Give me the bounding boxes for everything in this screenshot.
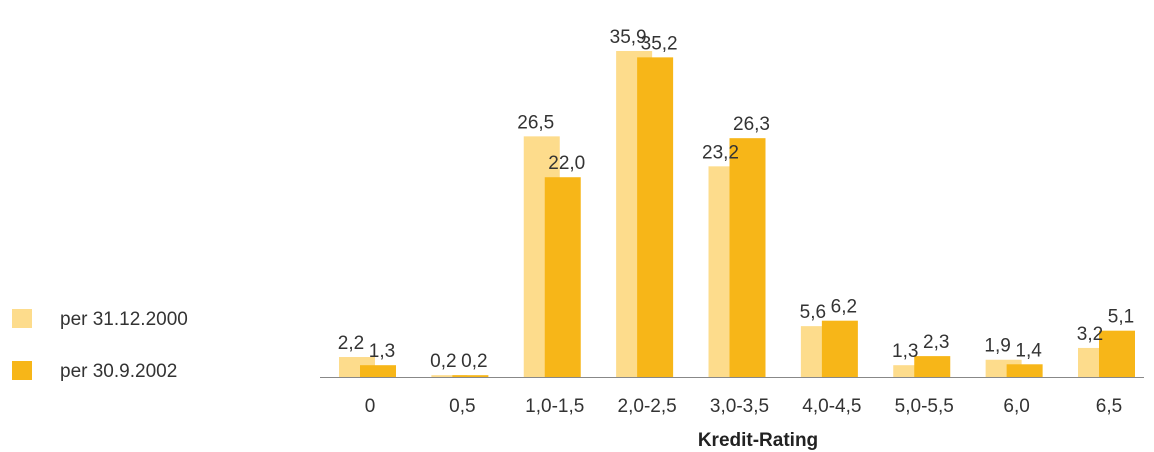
- x-tick-label-6: 5,0-5,5: [895, 396, 954, 417]
- bar-series1-1: [431, 375, 468, 377]
- legend-label-2: per 30.9.2002: [60, 361, 177, 382]
- x-axis-title: Kredit-Rating: [698, 430, 818, 451]
- value-label-series2-0: 1,3: [369, 341, 395, 362]
- value-label-series1-3: 35,9: [610, 27, 647, 48]
- x-tick-label-3: 2,0-2,5: [618, 396, 677, 417]
- legend: per 31.12.2000 per 30.9.2002: [12, 309, 188, 382]
- value-label-series1-2: 26,5: [517, 112, 554, 133]
- legend-label-1: per 31.12.2000: [60, 309, 188, 330]
- bar-series2-4: [729, 138, 766, 377]
- value-label-series1-7: 1,9: [984, 336, 1010, 357]
- bar-series2-6: [914, 356, 951, 377]
- value-label-series2-5: 6,2: [831, 297, 857, 318]
- value-label-series1-0: 2,2: [338, 333, 364, 354]
- bar-series2-8: [1099, 330, 1135, 377]
- value-labels-group: 2,2 1,3 0,2 0,226,522,035,935,223,226,35,6 6…: [338, 27, 1134, 372]
- bar-series2-2: [544, 177, 581, 377]
- value-label-series2-4: 26,3: [733, 114, 770, 135]
- value-label-series2-3: 35,2: [641, 33, 678, 54]
- bar-series2-3: [637, 57, 674, 378]
- value-label-series2-1: 0,2: [461, 351, 487, 372]
- bar-series2-7: [1006, 364, 1043, 377]
- x-tick-label-2: 1,0-1,5: [525, 396, 584, 417]
- value-label-series1-6: 1,3: [892, 341, 918, 362]
- legend-swatch-1: [12, 309, 32, 328]
- value-label-series2-7: 1,4: [1015, 340, 1042, 361]
- x-tick-label-0: 0: [365, 396, 376, 417]
- bars-group: [339, 51, 1135, 378]
- value-label-series1-1: 0,2: [430, 351, 456, 372]
- bar-series2-5: [821, 320, 858, 377]
- x-tick-label-4: 3,0-3,5: [710, 396, 769, 417]
- bar-series2-1: [452, 375, 489, 377]
- x-tick-label-1: 0,5: [449, 396, 475, 417]
- x-tick-label-7: 6,0: [1003, 396, 1029, 417]
- x-tick-label-5: 4,0-4,5: [802, 396, 861, 417]
- value-label-series2-6: 2,3: [923, 332, 949, 353]
- value-label-series1-8: 3,2: [1077, 324, 1103, 345]
- value-label-series1-4: 23,2: [702, 142, 739, 163]
- value-label-series2-8: 5,1: [1108, 307, 1134, 328]
- value-label-series1-5: 5,6: [800, 302, 826, 323]
- value-label-series2-2: 22,0: [548, 153, 585, 174]
- x-tick-label-8: 6,5: [1096, 396, 1122, 417]
- bar-series1-6: [893, 365, 930, 377]
- x-tick-labels-group: 0 0,5 1,0-1,5 2,0-2,5 3,0-3,5 4,0-4,5 5,0-5,5 6…: [365, 396, 1123, 417]
- legend-swatch-2: [12, 361, 32, 380]
- bar-series2-0: [360, 365, 396, 377]
